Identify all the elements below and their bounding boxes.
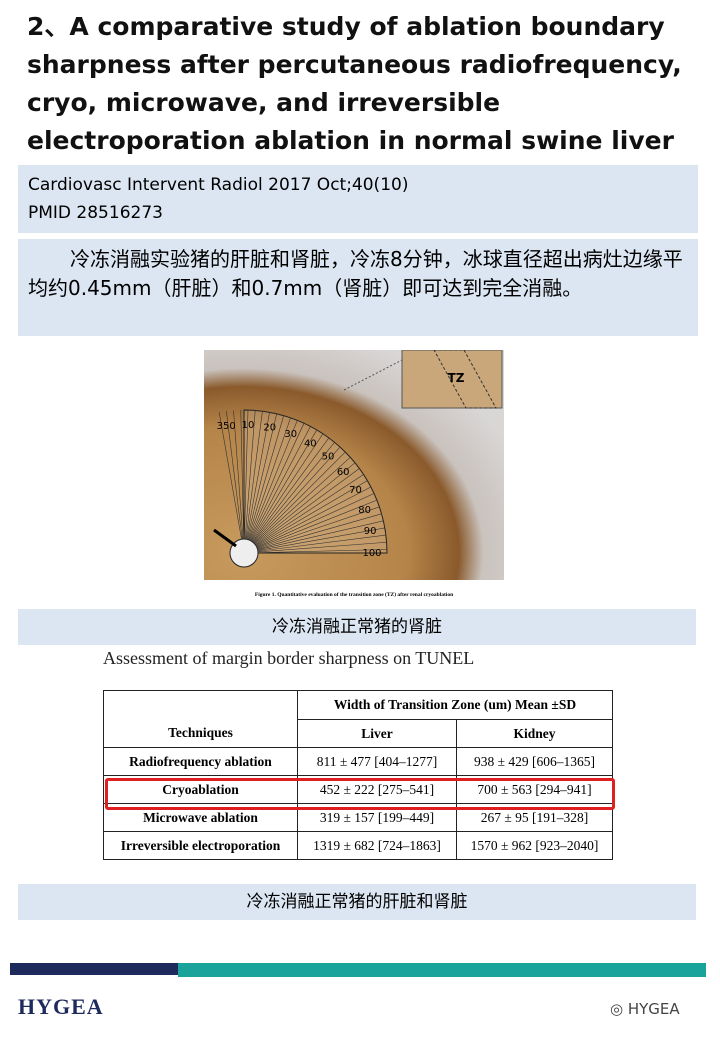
summary: 冷冻消融实验猪的肝脏和肾脏，冷冻8分钟，冰球直径超出病灶边缘平均约0.45mm（… xyxy=(18,239,698,336)
arrow xyxy=(213,528,237,548)
scale-line xyxy=(257,527,385,551)
cell: 811 ± 477 [404–1277] xyxy=(297,747,457,776)
scale-line xyxy=(256,486,371,547)
scale-line xyxy=(233,410,244,540)
scale-label: 10 xyxy=(242,420,255,431)
group-header: Width of Transition Zone (um) Mean ±SD xyxy=(297,690,613,720)
table-note: 冷冻消融正常猪的肝脏和肾脏 xyxy=(18,884,696,920)
inset-zone xyxy=(433,350,497,409)
brand: HYGEA xyxy=(18,994,104,1019)
scale-line xyxy=(244,410,256,540)
scale-line xyxy=(254,457,351,544)
scale-line xyxy=(226,411,243,540)
scale-label: 20 xyxy=(263,423,276,434)
account-name: HYGEA xyxy=(627,1000,680,1018)
column-header: Techniques xyxy=(103,719,298,748)
scale-line xyxy=(256,499,377,549)
citation-box: Cardiovasc Intervent Radiol 2017 Oct;40(… xyxy=(18,165,698,233)
scale-label: 70 xyxy=(349,485,362,496)
scale-label: 80 xyxy=(358,505,371,516)
scale-line xyxy=(246,413,277,540)
scale-line xyxy=(251,433,324,542)
table: Width of Transition Zone (um) Mean ±SD T… xyxy=(103,690,613,860)
scale-line xyxy=(248,420,298,541)
column-header: Liver xyxy=(297,719,457,748)
scale-line xyxy=(240,410,244,540)
cell: Radiofrequency ablation xyxy=(103,747,298,776)
scale-label: 350 xyxy=(217,421,236,432)
scale-line xyxy=(253,446,341,543)
scale-line xyxy=(245,411,263,540)
scale-label: 60 xyxy=(337,467,350,478)
inset-label: TZ xyxy=(448,371,465,385)
scale-line xyxy=(256,493,375,548)
journal: Cardiovasc Intervent Radiol 2017 Oct;40(… xyxy=(28,175,409,195)
column-header: Kidney xyxy=(456,719,613,748)
inset xyxy=(401,350,503,409)
table-row: Radiofrequency ablation 811 ± 477 [404–12… xyxy=(103,747,613,776)
figure-note: 冷冻消融正常猪的肾脏 xyxy=(18,609,696,645)
scale-line xyxy=(255,468,360,545)
scale-line xyxy=(254,462,356,545)
cell: 938 ± 429 [606–1365] xyxy=(456,747,613,776)
account: ◎ HYGEA xyxy=(610,1000,680,1018)
scale-line xyxy=(252,442,335,543)
scale-line xyxy=(257,520,384,551)
cell: 1570 ± 962 [923–2040] xyxy=(456,831,613,860)
scale-label: 50 xyxy=(322,451,335,462)
table-title: Assessment of margin border sharpness on… xyxy=(103,648,475,668)
scale-line xyxy=(252,437,330,542)
scale-label: 90 xyxy=(364,526,377,537)
scale-line xyxy=(257,549,387,553)
figure-caption: Figure 1. Quantitative evaluation of the… xyxy=(255,591,453,598)
scale-line xyxy=(255,480,368,547)
scale-line xyxy=(257,506,380,549)
scale-line xyxy=(257,541,387,553)
footer-bar xyxy=(10,963,178,975)
cell: 1319 ± 682 [724–1863] xyxy=(297,831,457,860)
highlight xyxy=(105,778,615,810)
scale-label: 30 xyxy=(284,429,297,440)
footer-bar xyxy=(178,963,706,977)
scale-line xyxy=(249,423,305,541)
center xyxy=(229,538,259,568)
scale-line xyxy=(253,451,346,544)
scale-line xyxy=(248,417,291,540)
scale-line xyxy=(250,426,311,541)
scale-line xyxy=(218,412,242,540)
scale-line xyxy=(255,474,364,546)
scale-line xyxy=(247,415,284,540)
pmid: PMID 28516273 xyxy=(28,203,163,223)
scale-line xyxy=(244,410,249,540)
connector xyxy=(343,359,403,391)
scale-line xyxy=(257,513,382,550)
scale-label: 40 xyxy=(304,439,317,450)
scale-label: 100 xyxy=(362,548,381,559)
cell xyxy=(103,690,298,720)
scale-line xyxy=(257,534,386,552)
table-row: Irreversible electroporation 1319 ± 682 [… xyxy=(103,831,613,860)
scale-line xyxy=(246,412,270,540)
scale-line xyxy=(250,429,318,542)
cell: Irreversible electroporation xyxy=(103,831,298,860)
